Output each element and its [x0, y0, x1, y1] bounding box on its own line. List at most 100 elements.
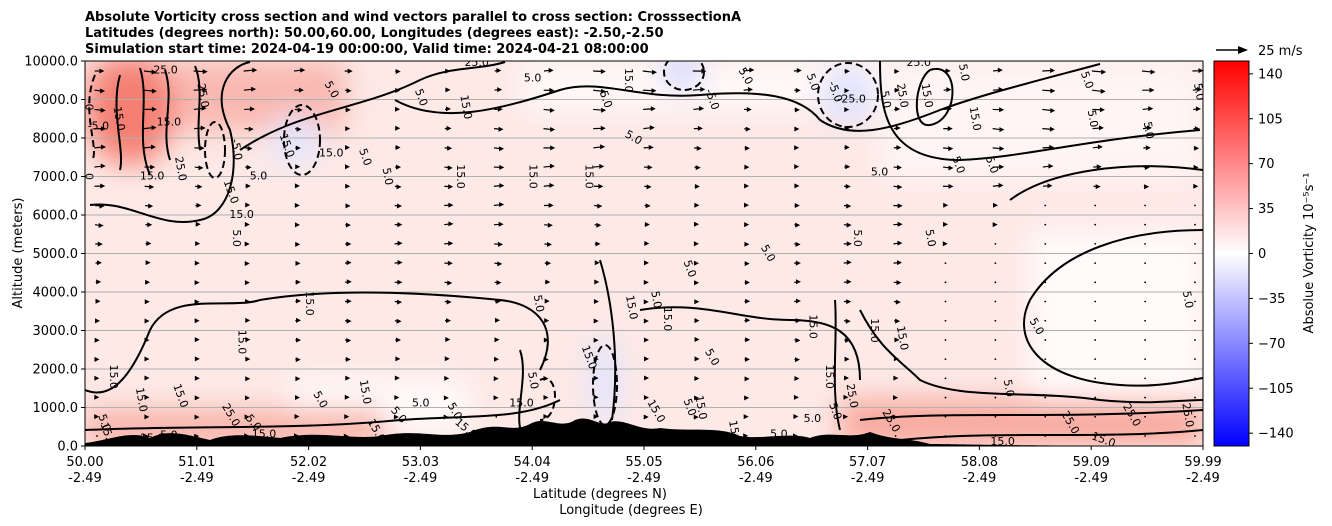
wind-vector	[143, 106, 157, 112]
wind-vector-head	[448, 240, 454, 246]
wind-vector-head	[397, 203, 403, 209]
wind-vector	[843, 299, 852, 305]
wind-vector-head	[194, 375, 200, 381]
vorticity-patch	[1030, 230, 1203, 400]
wind-vector-head	[345, 222, 351, 228]
wind-vector	[245, 356, 251, 362]
contour-label: 0	[82, 173, 95, 180]
wind-vector-head	[98, 222, 104, 228]
contour-label: 15.0	[319, 146, 344, 159]
wind-vector	[395, 125, 401, 131]
y-tick-label: 7000.0	[33, 170, 79, 185]
wind-vector-head	[549, 163, 555, 169]
wind-vector	[693, 241, 699, 247]
x-tick-label-lat: 59.09	[1073, 455, 1110, 470]
wind-vector-head	[194, 414, 200, 420]
wind-vector-head	[894, 87, 900, 93]
colorbar: 140 105 70 35 0 −35 −70 −105 −140 Absolue Vortic…	[1213, 60, 1317, 447]
wind-vector	[1194, 319, 1196, 322]
contour-label: 15.0	[133, 387, 150, 413]
wind-vector	[143, 88, 157, 94]
wind-vector	[944, 262, 947, 265]
wind-vector-head	[248, 126, 254, 132]
wind-vector	[394, 299, 403, 305]
contour-label: 15.0	[894, 325, 911, 351]
wind-vector	[94, 222, 104, 228]
wind-vector-head	[600, 125, 606, 131]
wind-vector-head	[548, 202, 554, 208]
wind-vector-head	[245, 183, 251, 189]
wind-vector-head	[643, 260, 649, 266]
wind-vector-head	[646, 184, 652, 190]
wind-vector-head	[397, 222, 403, 228]
wind-vector	[345, 222, 351, 228]
wind-vector	[1193, 106, 1201, 112]
wind-vector	[95, 298, 101, 304]
wind-vector	[444, 280, 453, 286]
wind-vector	[843, 259, 852, 265]
contour-label: 15.0	[236, 330, 249, 355]
wind-vector	[794, 145, 800, 151]
wind-vector	[994, 319, 997, 322]
wind-vector-head	[447, 260, 453, 266]
wind-vector	[194, 337, 200, 343]
wind-vector	[1144, 204, 1146, 207]
y-tick-label: 1000.0	[33, 401, 79, 416]
wind-vector	[444, 165, 453, 171]
wind-vector	[345, 375, 351, 381]
wind-vector	[593, 414, 599, 420]
wind-vector	[944, 300, 947, 303]
wind-vector	[794, 126, 800, 132]
wind-vector-head	[344, 414, 350, 420]
contour-label: 5.0	[524, 71, 542, 84]
wind-vector	[394, 394, 400, 400]
wind-vector	[593, 298, 599, 304]
contour-label: 15.0	[622, 68, 635, 93]
wind-vector	[395, 164, 402, 170]
wind-vector	[744, 126, 751, 132]
wind-vector-head	[845, 183, 851, 189]
colorbar-gradient	[1213, 60, 1250, 447]
wind-vector	[444, 184, 454, 190]
wind-vector-head	[544, 318, 550, 324]
wind-vector	[844, 88, 850, 94]
contour-label: 15.0	[692, 394, 709, 420]
x-tick-label-lat: 52.02	[290, 455, 327, 470]
wind-vector	[1144, 396, 1146, 399]
wind-vector	[844, 337, 851, 343]
wind-vector-head	[297, 107, 303, 113]
wind-vector	[794, 87, 801, 93]
wind-vector	[594, 222, 602, 228]
wind-vector	[393, 414, 399, 420]
wind-vector-head	[244, 414, 250, 420]
wind-vector-head	[897, 203, 903, 209]
wind-vector	[494, 126, 504, 132]
wind-vector-head	[943, 221, 949, 227]
colorbar-ticks: 140 105 70 35 0 −35 −70 −105 −140	[1249, 67, 1294, 442]
wind-vector-head	[697, 125, 703, 131]
wind-vector-head	[245, 356, 251, 362]
wind-vector	[1144, 242, 1146, 245]
wind-vector-head	[395, 125, 401, 131]
wind-vector-head	[998, 182, 1004, 188]
contour-line	[164, 69, 171, 161]
y-tick-label: 10000.0	[24, 55, 78, 70]
wind-vector	[694, 145, 702, 151]
wind-vector	[493, 202, 505, 208]
contour-line	[859, 309, 1203, 404]
wind-vector	[144, 144, 156, 150]
wind-vector-head	[247, 146, 253, 152]
wind-vector-head	[999, 146, 1005, 152]
wind-vector	[1094, 300, 1097, 303]
wind-vector-head	[249, 106, 255, 112]
wind-vector	[295, 260, 301, 266]
wind-vector	[1044, 319, 1047, 322]
wind-vector	[844, 375, 850, 381]
wind-vector	[95, 279, 102, 285]
wind-vector	[593, 394, 599, 400]
wind-vector	[444, 106, 451, 112]
wind-vector	[843, 414, 849, 420]
wind-vector	[1042, 108, 1056, 114]
wind-vector	[894, 87, 900, 93]
wind-vector	[493, 146, 505, 152]
